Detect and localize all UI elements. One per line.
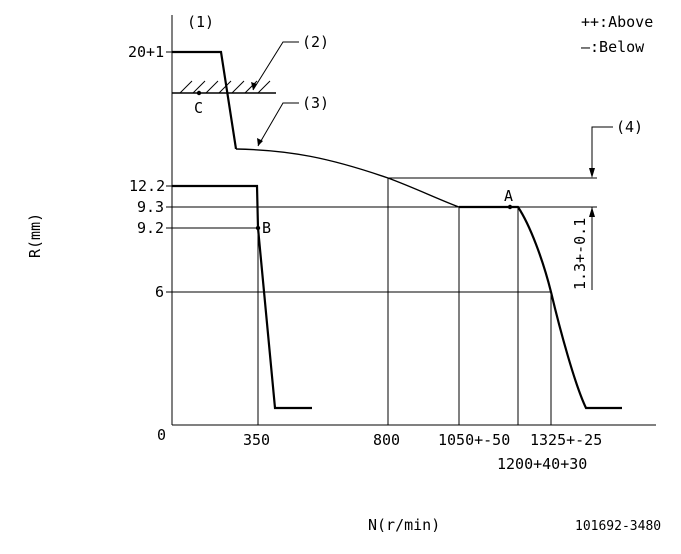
y-label-6: 6 (155, 283, 164, 301)
y-axis-label: R(mm) (26, 213, 44, 258)
point-a-label: A (504, 187, 513, 205)
point-b-label: B (262, 219, 271, 237)
legend-above: ++:Above (581, 13, 653, 31)
dim-arrow-up (589, 207, 595, 217)
x-label-1325: 1325+-25 (530, 431, 602, 449)
y-label-20: 20+1 (128, 43, 164, 61)
drawing-number: 101692-3480 (575, 519, 661, 534)
callout-1: (1) (187, 13, 214, 31)
idle-curve (172, 184, 312, 410)
leader-2 (252, 41, 299, 91)
full-load-curve (172, 50, 238, 150)
x-label-350: 350 (243, 431, 270, 449)
callout-4: (4) (616, 118, 643, 136)
y-label-9-3: 9.3 (137, 198, 164, 216)
leader-4 (591, 126, 613, 176)
x-label-1200: 1200+40+30 (497, 455, 587, 473)
dimension-label: 1.3+-0.1 (571, 218, 589, 290)
callout-2: (2) (302, 33, 329, 51)
point-c-label: C (194, 99, 203, 117)
leader-3 (257, 102, 299, 147)
leader-3-arrow (257, 138, 263, 146)
x-label-800: 800 (373, 431, 400, 449)
y-label-9-2: 9.2 (137, 219, 164, 237)
stop-hatching (179, 80, 271, 94)
x-label-1050: 1050+-50 (438, 431, 510, 449)
y-label-12-2: 12.2 (129, 177, 165, 195)
leader-2-arrow (251, 82, 257, 90)
x-axis-label: N(r/min) (368, 516, 440, 534)
point-a-marker (507, 204, 513, 210)
origin-label: 0 (157, 426, 166, 444)
dim-arrow-down (589, 168, 595, 178)
point-b-marker (255, 225, 261, 231)
point-c-marker (196, 90, 202, 96)
governor-curve (235, 148, 460, 208)
callout-3: (3) (302, 94, 329, 112)
legend-below: —:Below (581, 38, 645, 56)
high-speed-curve (459, 205, 622, 410)
